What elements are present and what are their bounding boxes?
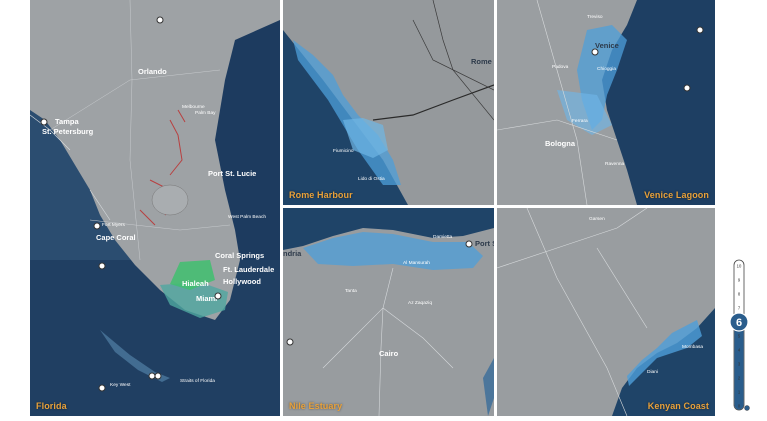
label-venice: Venice [595,41,619,50]
label-cape-coral: Cape Coral [96,233,136,242]
slider-tick-label: 9 [738,278,741,283]
slider-tick-label: 8 [738,292,741,297]
label-port-st-lucie: Port St. Lucie [208,169,256,178]
slider-tick-label: 1 [738,390,741,395]
map-panel-venice[interactable]: Venice Bologna Chioggia Padova Ferrara T… [497,0,715,205]
label-straits-of-florida: Straits of Florida [180,378,215,384]
label-tampa: Tampa [55,117,79,126]
slider-graphic: 109876543210 6 [729,259,750,411]
label-fort-myers: Fort Myers [102,222,126,228]
label-melbourne: Melbourne [182,104,205,110]
slider-fill [734,322,744,410]
label-hollywood: Hollywood [223,277,261,286]
label-cairo: Cairo [379,349,399,358]
label-tanta: Tanta [345,288,357,294]
label-diani: Diani [647,369,658,375]
everglades-flood [160,282,228,318]
label-ostia: Lido di Ostia [358,176,385,182]
slider-tick-label: 0 [738,404,741,409]
sea-level-slider[interactable]: 109876543210 6 [728,258,750,416]
label-rome: Rome [471,57,492,66]
label-mansoura: Al Mansurah [403,260,430,266]
hialeah-flood [170,260,215,290]
nile-map: Port S ndria Cairo Tanta Al Mansurah Dam… [283,208,494,416]
label-st-petersburg: St. Petersburg [42,127,94,136]
label-chioggia: Chioggia [597,66,616,72]
label-key-west: Key West [110,382,131,388]
label-ravenna: Ravenna [605,161,625,167]
caption-nile: Nile Estuary [289,401,343,411]
slider-knob[interactable] [729,312,749,332]
kenya-map: Mombasa Diani Garsen [497,208,715,416]
slider-reset-icon[interactable] [744,405,750,411]
map-panel-kenya[interactable]: Mombasa Diani Garsen Kenyan Coast [497,208,715,416]
florida-map: Orlando Tampa St. Petersburg Port St. Lu… [30,0,280,416]
slider-tick-label: 4 [738,348,741,353]
label-palm-bay: Palm Bay [195,110,216,116]
label-orlando: Orlando [138,67,167,76]
mediterranean-sea [283,208,494,250]
label-coral-springs: Coral Springs [215,251,264,260]
label-garsen: Garsen [589,216,605,222]
label-port-said: Port S [475,239,494,248]
caption-venice: Venice Lagoon [644,190,709,200]
florida-keys [100,330,170,382]
kenya-flood [627,320,702,386]
map-panel-rome[interactable]: Rome Fiumicino Lido di Ostia Rome Harbou… [283,0,494,205]
map-panel-florida[interactable]: Orlando Tampa St. Petersburg Port St. Lu… [30,0,280,416]
rome-map: Rome Fiumicino Lido di Ostia [283,0,494,205]
venice-map: Venice Bologna Chioggia Padova Ferrara T… [497,0,715,205]
label-west-palm-beach: West Palm Beach [228,214,266,220]
slider-tick-label: 7 [738,306,741,311]
slider-tick-label: 2 [738,376,741,381]
slider-tick-label: 3 [738,362,741,367]
label-hialeah: Hialeah [182,279,209,288]
caption-florida: Florida [36,401,67,411]
label-fiumicino: Fiumicino [333,148,354,154]
slider-tick-label: 5 [738,334,741,339]
caption-kenya: Kenyan Coast [647,401,709,411]
label-miami: Miami [196,294,217,303]
adriatic-sea [602,0,715,205]
label-ft-lauderdale: Ft. Lauderdale [223,265,274,274]
label-bologna: Bologna [545,139,576,148]
label-zagazig: Az Zaqaziq [408,300,432,306]
florida-land [30,0,280,320]
label-ferrara: Ferrara [572,118,588,124]
label-treviso: Treviso [587,14,603,20]
caption-rome: Rome Harbour [289,190,353,200]
slider-tick-label: 10 [737,264,742,269]
tiber-road [372,84,494,121]
slider-value: 6 [736,317,742,329]
label-mombasa: Mombasa [682,344,703,350]
map-panel-nile[interactable]: Port S ndria Cairo Tanta Al Mansurah Dam… [283,208,494,416]
lake-okeechobee [151,184,189,216]
nile-delta-flood [303,232,483,270]
label-padova: Padova [552,64,569,70]
label-damietta: Damietta [433,234,453,240]
label-alexandria: ndria [283,249,302,258]
